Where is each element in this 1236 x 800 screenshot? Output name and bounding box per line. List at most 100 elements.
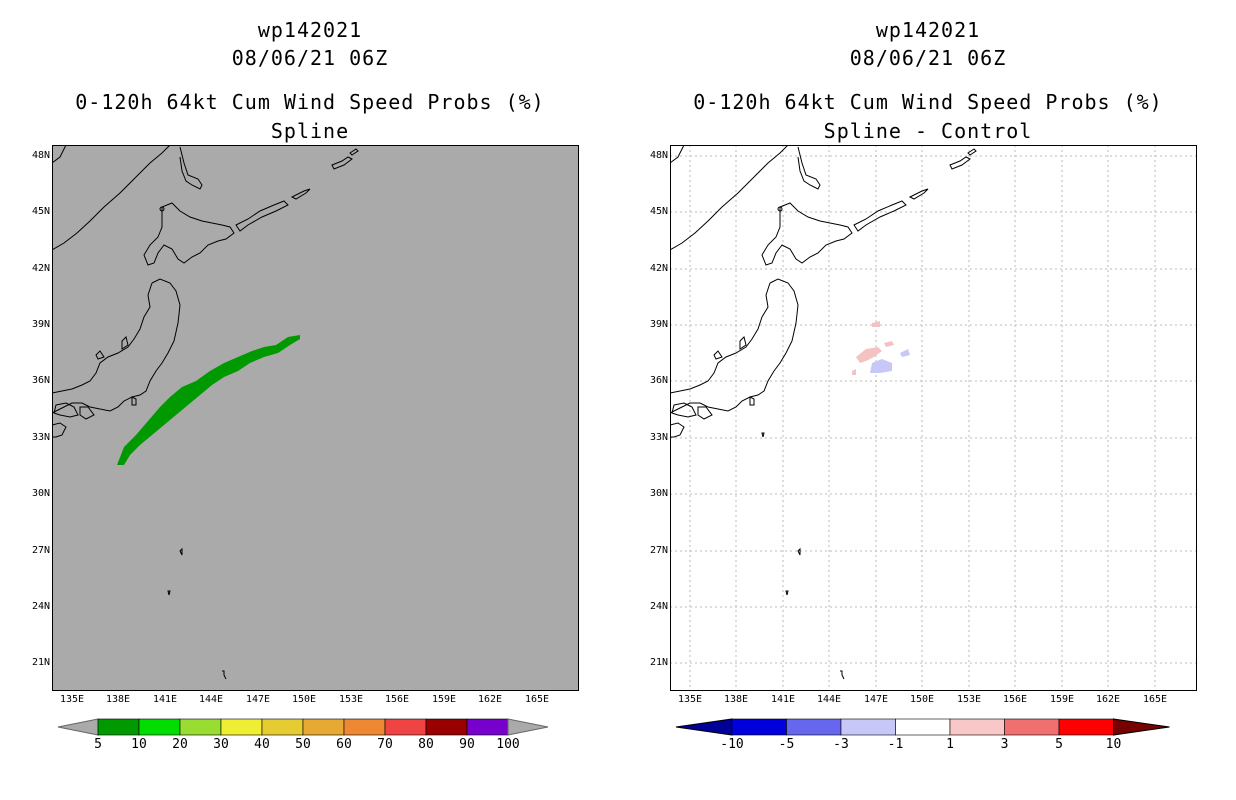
lon-tick-label: 150E bbox=[909, 694, 935, 705]
lon-tick-label: 135E bbox=[59, 694, 85, 705]
lat-tick-label: 36N bbox=[31, 375, 50, 386]
lat-tick-label: 48N bbox=[649, 150, 668, 161]
lat-tick-label: 45N bbox=[649, 206, 668, 217]
colorbar-high-arrow bbox=[507, 718, 549, 736]
lon-tick-label: 165E bbox=[1142, 694, 1168, 705]
left-colorbar bbox=[57, 718, 549, 736]
lon-tick-label: 153E bbox=[338, 694, 364, 705]
left-title-method: Spline bbox=[270, 119, 350, 143]
lat-tick-label: 30N bbox=[649, 488, 668, 499]
right-title-method: Spline - Control bbox=[823, 119, 1033, 143]
colorbar-tick-label: -1 bbox=[887, 737, 904, 752]
colorbar-low-arrow bbox=[675, 718, 733, 736]
lat-tick-label: 21N bbox=[649, 657, 668, 668]
lon-tick-label: 156E bbox=[384, 694, 410, 705]
colorbar-tick-label: -5 bbox=[778, 737, 795, 752]
colorbar-tick-label: 5 bbox=[1055, 737, 1063, 752]
lon-tick-label: 144E bbox=[198, 694, 224, 705]
lat-tick-label: 27N bbox=[649, 545, 668, 556]
lon-tick-label: 159E bbox=[431, 694, 457, 705]
colorbar-tick-label: 60 bbox=[336, 737, 352, 752]
colorbar-segment bbox=[840, 718, 896, 736]
colorbar-tick-label: 70 bbox=[377, 737, 393, 752]
lon-tick-label: 153E bbox=[956, 694, 982, 705]
colorbar-tick-label: 40 bbox=[254, 737, 270, 752]
colorbar-segment bbox=[895, 718, 951, 736]
colorbar-tick-label: -3 bbox=[833, 737, 849, 752]
lat-tick-label: 24N bbox=[649, 601, 668, 612]
lon-tick-label: 138E bbox=[105, 694, 131, 705]
lon-tick-label: 150E bbox=[291, 694, 317, 705]
colorbar-segment bbox=[220, 718, 263, 736]
colorbar-segment bbox=[466, 718, 509, 736]
lon-tick-label: 135E bbox=[677, 694, 703, 705]
right-title-storm-id: wp142021 bbox=[875, 18, 981, 42]
colorbar-segment bbox=[97, 718, 140, 736]
lon-tick-label: 162E bbox=[1095, 694, 1121, 705]
left-coastlines bbox=[52, 145, 359, 680]
colorbar-segment bbox=[302, 718, 345, 736]
lon-tick-label: 162E bbox=[477, 694, 503, 705]
lat-tick-label: 36N bbox=[649, 375, 668, 386]
lat-tick-label: 33N bbox=[649, 432, 668, 443]
lat-tick-label: 24N bbox=[31, 601, 50, 612]
right-map bbox=[670, 145, 1197, 691]
lat-tick-label: 39N bbox=[31, 319, 50, 330]
lat-tick-label: 48N bbox=[31, 150, 50, 161]
colorbar-tick-label: 30 bbox=[213, 737, 229, 752]
lat-tick-label: 27N bbox=[31, 545, 50, 556]
colorbar-segment bbox=[343, 718, 386, 736]
lon-tick-label: 147E bbox=[863, 694, 889, 705]
lat-tick-label: 42N bbox=[31, 263, 50, 274]
lat-tick-label: 33N bbox=[31, 432, 50, 443]
left-map bbox=[52, 145, 579, 691]
lat-tick-label: 30N bbox=[31, 488, 50, 499]
right-map-frame bbox=[670, 145, 1197, 691]
colorbar-low-arrow bbox=[57, 718, 99, 736]
colorbar-high-arrow bbox=[1113, 718, 1170, 736]
colorbar-segment bbox=[949, 718, 1005, 736]
lon-tick-label: 144E bbox=[816, 694, 842, 705]
left-title-storm-id: wp142021 bbox=[257, 18, 363, 42]
colorbar-tick-label: 1 bbox=[946, 737, 954, 752]
right-gridlines bbox=[670, 145, 1197, 691]
left-title-product: 0-120h 64kt Cum Wind Speed Probs (%) bbox=[75, 90, 545, 114]
colorbar-segment bbox=[179, 718, 222, 736]
lon-tick-label: 141E bbox=[770, 694, 796, 705]
left-map-background bbox=[52, 145, 579, 691]
colorbar-segment bbox=[138, 718, 181, 736]
right-coastlines bbox=[670, 145, 977, 680]
right-title-datetime: 08/06/21 06Z bbox=[849, 46, 1007, 70]
lon-tick-label: 156E bbox=[1002, 694, 1028, 705]
colorbar-segment bbox=[731, 718, 787, 736]
right-title-product: 0-120h 64kt Cum Wind Speed Probs (%) bbox=[693, 90, 1163, 114]
positive-difference-areas bbox=[852, 321, 894, 375]
colorbar-segment bbox=[1058, 718, 1114, 736]
colorbar-tick-label: 50 bbox=[295, 737, 311, 752]
lon-tick-label: 159E bbox=[1049, 694, 1075, 705]
right-map-background bbox=[670, 145, 1197, 691]
colorbar-segment bbox=[425, 718, 468, 736]
lat-tick-label: 21N bbox=[31, 657, 50, 668]
lat-tick-label: 42N bbox=[649, 263, 668, 274]
colorbar-tick-label: 10 bbox=[131, 737, 147, 752]
wind-probability-swath bbox=[117, 335, 300, 465]
left-title-datetime: 08/06/21 06Z bbox=[231, 46, 389, 70]
colorbar-tick-label: -10 bbox=[720, 737, 744, 752]
colorbar-segment bbox=[384, 718, 427, 736]
lon-tick-label: 165E bbox=[524, 694, 550, 705]
colorbar-tick-label: 80 bbox=[418, 737, 434, 752]
colorbar-tick-label: 20 bbox=[172, 737, 188, 752]
colorbar-segment bbox=[261, 718, 304, 736]
colorbar-tick-label: 3 bbox=[1000, 737, 1009, 752]
lon-tick-label: 147E bbox=[245, 694, 271, 705]
colorbar-tick-label: 10 bbox=[1105, 737, 1122, 752]
colorbar-segment bbox=[786, 718, 842, 736]
lon-tick-label: 141E bbox=[152, 694, 178, 705]
colorbar-tick-label: 100 bbox=[496, 737, 520, 752]
colorbar-tick-label: 90 bbox=[459, 737, 475, 752]
lon-tick-label: 138E bbox=[723, 694, 749, 705]
left-map-frame bbox=[52, 145, 579, 691]
colorbar-tick-label: 5 bbox=[94, 737, 102, 752]
colorbar-segment bbox=[1004, 718, 1060, 736]
